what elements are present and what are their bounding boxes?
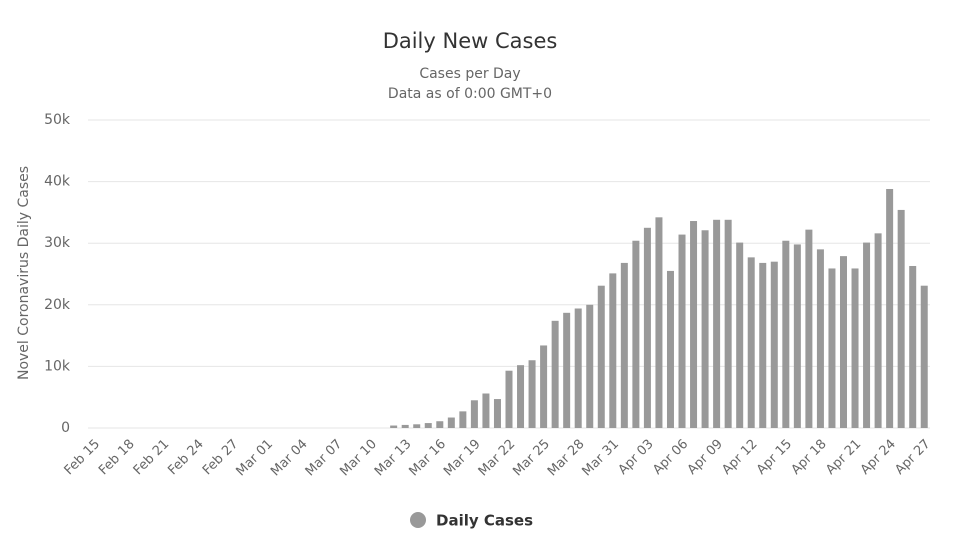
- x-tick-label: Apr 24: [858, 437, 899, 478]
- bar: [413, 424, 421, 428]
- x-tick-label: Mar 31: [580, 437, 623, 480]
- bar: [540, 345, 548, 428]
- x-tick-label: Mar 19: [441, 437, 484, 480]
- chart-subtitle: Cases per Day: [419, 66, 520, 82]
- bar: [459, 411, 467, 428]
- bar: [632, 240, 640, 428]
- bar: [920, 285, 928, 428]
- chart-subtitle: Data as of 0:00 GMT+0: [388, 86, 552, 102]
- x-tick-label: Feb 24: [165, 437, 207, 479]
- x-tick-label: Mar 10: [337, 437, 380, 480]
- x-tick-label: Mar 04: [268, 437, 311, 480]
- x-tick-label: Apr 21: [823, 437, 864, 478]
- x-tick-label: Feb 21: [131, 437, 173, 479]
- bar: [690, 221, 698, 428]
- x-tick-label: Apr 12: [719, 437, 760, 478]
- bar: [782, 240, 790, 428]
- bar: [643, 227, 651, 428]
- y-tick-label: 10k: [44, 358, 71, 374]
- bar: [436, 421, 444, 428]
- bar: [805, 229, 813, 428]
- x-tick-label: Apr 18: [789, 437, 830, 478]
- y-tick-label: 20k: [44, 297, 71, 313]
- bar: [470, 400, 478, 428]
- bar: [909, 265, 917, 428]
- legend-marker[interactable]: [410, 512, 426, 528]
- x-tick-label: Apr 09: [685, 437, 726, 478]
- x-tick-label: Mar 13: [372, 437, 415, 480]
- bar: [401, 424, 409, 428]
- bar: [574, 308, 582, 428]
- bar: [666, 270, 674, 428]
- x-tick-label: Mar 16: [407, 437, 450, 480]
- bar: [655, 217, 663, 428]
- bar: [424, 423, 432, 428]
- bar: [759, 262, 767, 428]
- x-tick-label: Mar 22: [476, 437, 519, 480]
- bar: [886, 188, 894, 428]
- bar: [482, 393, 490, 428]
- bar: [447, 417, 455, 428]
- bar: [713, 219, 721, 428]
- bar: [897, 209, 905, 428]
- y-axis-label: Novel Coronavirus Daily Cases: [16, 166, 32, 380]
- bar: [586, 304, 594, 428]
- x-tick-label: Feb 18: [96, 437, 138, 479]
- y-tick-label: 0: [61, 420, 70, 436]
- bar: [793, 244, 801, 428]
- bar: [505, 370, 513, 428]
- bar: [724, 219, 732, 428]
- y-tick-label: 40k: [44, 174, 71, 190]
- x-tick-label: Apr 03: [616, 437, 657, 478]
- y-tick-label: 50k: [44, 112, 71, 128]
- x-tick-label: Apr 15: [754, 437, 795, 478]
- bar: [517, 365, 525, 428]
- bar: [874, 233, 882, 428]
- bar: [701, 230, 709, 428]
- bar: [828, 268, 836, 428]
- x-tick-label: Mar 07: [303, 437, 346, 480]
- bar: [493, 399, 501, 428]
- bar: [597, 285, 605, 428]
- bar: [563, 312, 571, 428]
- x-tick-label: Feb 15: [62, 437, 104, 479]
- bar: [747, 257, 755, 428]
- y-tick-label: 30k: [44, 235, 71, 251]
- bar: [839, 256, 847, 428]
- bar: [528, 360, 536, 428]
- bar: [863, 242, 871, 428]
- x-tick-label: Apr 27: [892, 437, 933, 478]
- bar: [736, 242, 744, 428]
- legend-label[interactable]: Daily Cases: [436, 512, 533, 530]
- x-tick-label: Mar 25: [510, 437, 553, 480]
- x-tick-label: Mar 01: [234, 437, 277, 480]
- bar: [816, 249, 824, 428]
- x-tick-label: Apr 06: [650, 437, 691, 478]
- x-tick-label: Mar 28: [545, 437, 588, 480]
- bar: [851, 268, 859, 428]
- bar: [609, 273, 617, 428]
- bar: [770, 261, 778, 428]
- bar: [620, 262, 628, 428]
- bar: [678, 234, 686, 428]
- chart-title: Daily New Cases: [383, 29, 558, 53]
- bar: [390, 425, 398, 428]
- x-tick-label: Feb 27: [200, 437, 242, 479]
- bar: [551, 320, 559, 428]
